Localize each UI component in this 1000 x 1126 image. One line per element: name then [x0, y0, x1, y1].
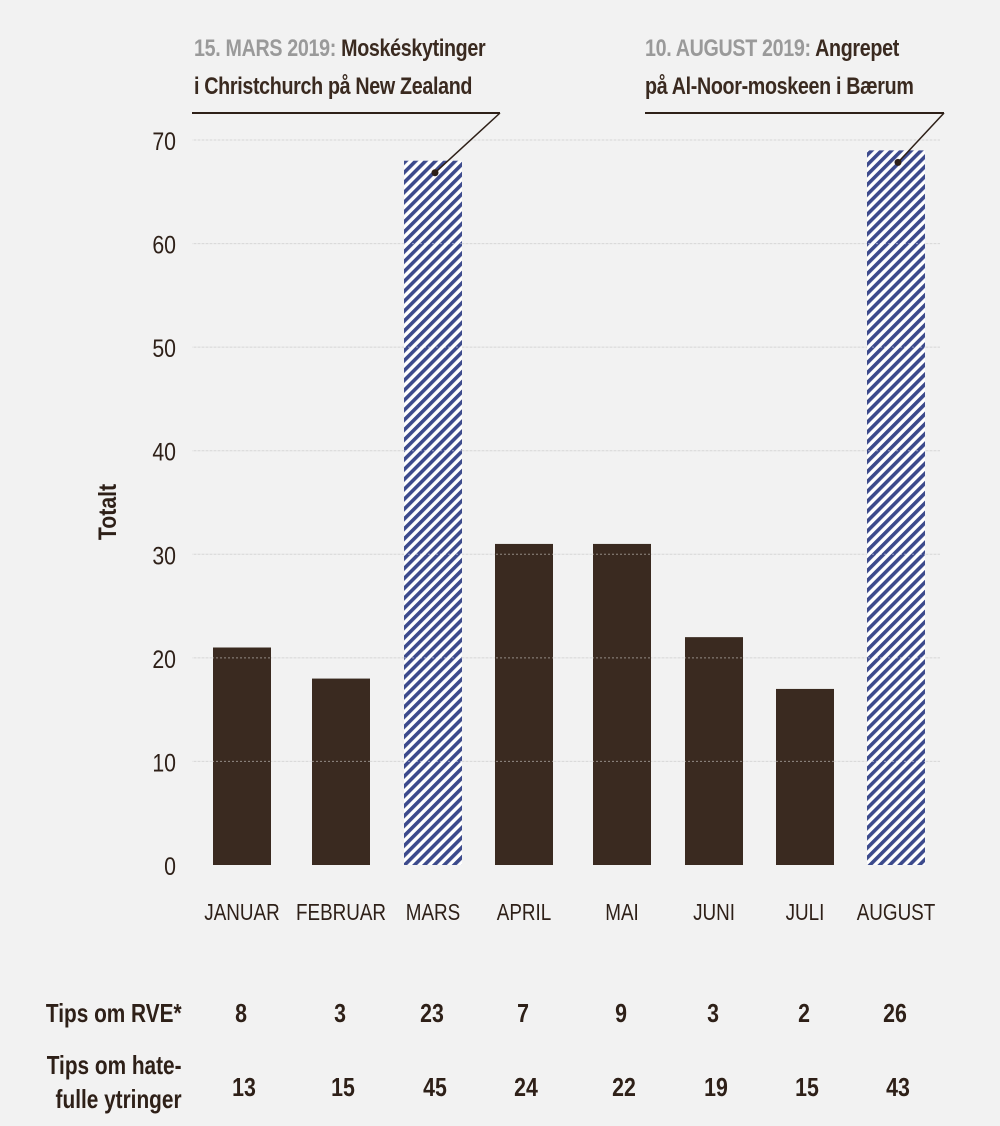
hate-row-label-line2: fulle ytringer — [56, 1084, 182, 1114]
rve-value: 23 — [420, 998, 444, 1028]
bar-februar — [312, 678, 370, 865]
rve-value: 3 — [334, 998, 346, 1028]
y-tick-label: 10 — [152, 749, 176, 777]
rve-value: 2 — [798, 998, 810, 1028]
y-tick-label: 40 — [152, 438, 176, 466]
hate-value: 15 — [331, 1072, 355, 1102]
annotation-august: 10. AUGUST 2019: Angrepet på Al-Noor-mos… — [645, 30, 914, 106]
x-tick-label: FEBRUAR — [296, 900, 386, 925]
bar-mars — [404, 160, 462, 865]
bar-juli — [776, 688, 834, 865]
hate-value: 43 — [886, 1072, 910, 1102]
annotation-leader — [434, 112, 501, 174]
bar-januar — [213, 647, 271, 865]
x-tick-label: JUNI — [693, 900, 735, 925]
y-tick-label: 60 — [152, 231, 176, 259]
rve-value: 8 — [235, 998, 247, 1028]
annotation-mars-date: 15. MARS 2019: — [194, 35, 336, 62]
y-tick-label: 70 — [152, 127, 176, 155]
rve-value: 9 — [615, 998, 627, 1028]
y-axis-label: Totalt — [93, 484, 121, 540]
y-tick-label: 0 — [164, 852, 176, 880]
annotation-august-date: 10. AUGUST 2019: — [645, 35, 811, 62]
hate-value: 24 — [514, 1072, 538, 1102]
bar-mai — [593, 543, 651, 865]
y-tick-label: 30 — [152, 542, 176, 570]
bar-april — [495, 543, 553, 865]
annotation-august-line1: Angrepet — [815, 35, 899, 62]
rve-value: 3 — [707, 998, 719, 1028]
rve-value: 26 — [883, 998, 907, 1028]
x-tick-label: JULI — [786, 900, 825, 925]
annotation-marker — [894, 158, 902, 166]
hate-value: 45 — [423, 1072, 447, 1102]
x-tick-label: JANUAR — [204, 900, 279, 925]
rve-row-label: Tips om RVE* — [46, 998, 182, 1028]
x-tick-label: APRIL — [497, 900, 551, 925]
hate-value: 22 — [612, 1072, 636, 1102]
hate-value: 19 — [704, 1072, 728, 1102]
hate-value: 13 — [232, 1072, 256, 1102]
annotation-leader — [897, 112, 945, 163]
bar-august — [867, 150, 925, 865]
x-tick-label: MAI — [605, 900, 639, 925]
annotation-mars: 15. MARS 2019: Moskéskytinger i Christch… — [194, 30, 486, 106]
rve-value: 7 — [517, 998, 529, 1028]
x-tick-label: AUGUST — [857, 900, 936, 925]
bar-juni — [685, 637, 743, 865]
annotation-marker — [431, 169, 439, 177]
hate-value: 15 — [795, 1072, 819, 1102]
annotation-mars-line2: i Christchurch på New Zealand — [194, 73, 473, 100]
annotation-mars-line1: Moskéskytinger — [341, 35, 486, 62]
hate-row-label: Tips om hate- fulle ytringer — [47, 1048, 182, 1116]
hate-row-label-line1: Tips om hate- — [47, 1050, 182, 1080]
y-tick-label: 50 — [152, 335, 176, 363]
annotation-august-line2: på Al-Noor-moskeen i Bærum — [645, 73, 914, 100]
x-tick-label: MARS — [406, 900, 460, 925]
y-tick-label: 20 — [152, 645, 176, 673]
